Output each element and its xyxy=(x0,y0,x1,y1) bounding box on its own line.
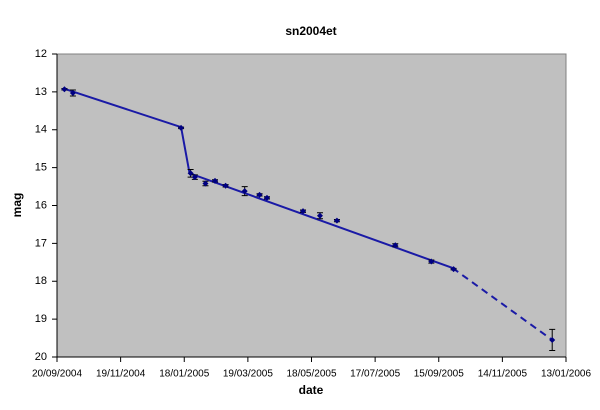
y-tick-label: 13 xyxy=(35,86,47,98)
data-point xyxy=(222,182,229,189)
x-tick-label: 17/07/2005 xyxy=(350,369,400,380)
x-tick-label: 14/11/2005 xyxy=(478,369,528,380)
data-point xyxy=(191,174,198,181)
data-point xyxy=(69,90,76,97)
x-tick-label: 19/11/2004 xyxy=(96,369,146,380)
data-point xyxy=(256,191,263,198)
y-axis-label: mag xyxy=(10,193,24,218)
data-point xyxy=(300,208,307,215)
data-point xyxy=(333,217,340,224)
chart-title: sn2004et xyxy=(285,24,336,38)
y-tick-label: 16 xyxy=(35,199,47,211)
y-tick-label: 18 xyxy=(35,275,47,287)
data-point xyxy=(316,212,323,219)
data-point xyxy=(178,124,185,131)
y-tick-label: 15 xyxy=(35,162,47,174)
x-tick-label: 13/01/2006 xyxy=(541,369,591,380)
data-point xyxy=(392,242,399,249)
x-tick-label: 15/09/2005 xyxy=(414,369,464,380)
data-point xyxy=(263,194,270,201)
plot-area xyxy=(56,53,567,358)
data-point xyxy=(549,336,556,343)
y-tick-label: 20 xyxy=(35,351,47,363)
x-tick-label: 19/03/2005 xyxy=(223,369,273,380)
y-tick-label: 17 xyxy=(35,237,47,249)
y-tick-label: 14 xyxy=(35,124,47,136)
data-point xyxy=(241,188,248,195)
x-tick-label: 20/09/2004 xyxy=(32,369,82,380)
y-tick-label: 12 xyxy=(35,48,47,60)
x-axis-label: date xyxy=(299,383,324,397)
x-tick-label: 18/05/2005 xyxy=(286,369,336,380)
data-point xyxy=(212,177,219,184)
extrapolation-line xyxy=(451,267,553,341)
data-point xyxy=(61,86,68,93)
y-tick-label: 19 xyxy=(35,313,47,325)
data-point xyxy=(428,258,435,265)
data-point xyxy=(450,266,457,273)
data-point xyxy=(202,180,209,187)
x-tick-label: 18/01/2005 xyxy=(159,369,209,380)
fit-line xyxy=(64,87,453,269)
